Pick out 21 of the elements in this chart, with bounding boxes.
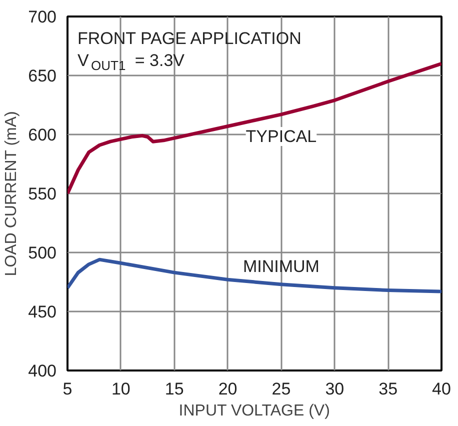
y-tick-label: 400 [28, 362, 57, 380]
line-series [68, 258, 442, 294]
y-tick-label: 450 [28, 302, 57, 322]
y-tick-label: 600 [28, 126, 57, 144]
y-tick-label: 500 [28, 244, 57, 262]
x-tick-label: 30 [325, 380, 344, 398]
y-tick-label: 550 [28, 184, 57, 204]
x-tick-label: 40 [432, 380, 451, 398]
x-tick-label: 10 [111, 380, 130, 398]
x-tick-label: 25 [272, 380, 291, 398]
x-tick-label: 35 [378, 380, 398, 398]
y-tick-label: 650 [28, 66, 57, 86]
x-axis-title: INPUT VOLTAGE (V) [178, 402, 330, 420]
x-tick-label: 20 [218, 380, 238, 398]
series-label: TYPICAL [246, 126, 317, 146]
x-tick-label: 15 [164, 380, 184, 398]
annotation: FRONT PAGE APPLICATION [78, 29, 302, 48]
series-label: MINIMUM [242, 256, 320, 276]
y-axis-title: LOAD CURRENT (mA) [3, 111, 20, 276]
x-tick-label: 5 [62, 380, 72, 398]
y-tick-label: 700 [28, 8, 57, 26]
